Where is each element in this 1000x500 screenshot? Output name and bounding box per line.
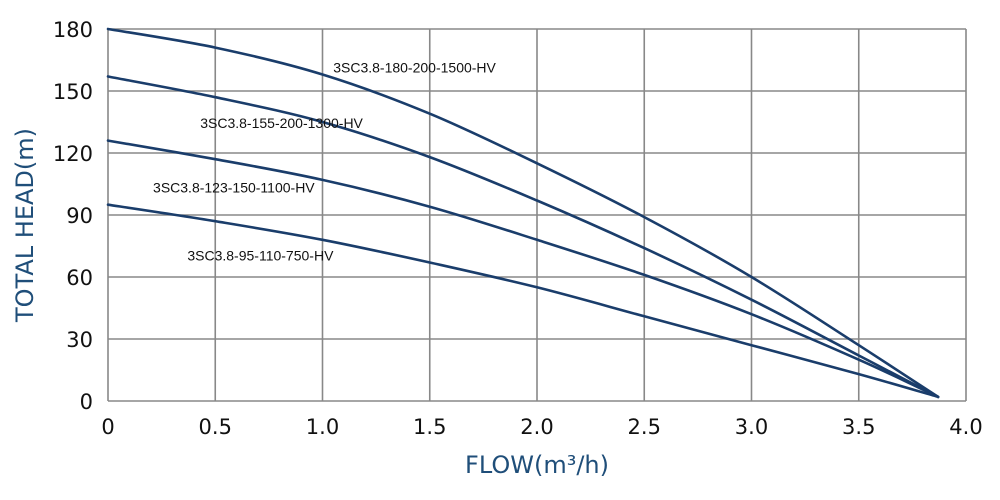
y-axis-label: TOTAL HEAD(m): [11, 128, 39, 323]
x-tick-label: 0.5: [199, 415, 232, 439]
y-tick-label: 30: [66, 328, 93, 352]
x-tick-label: 2.0: [520, 415, 553, 439]
y-tick-labels: 0 30 60 90 120 150 180: [53, 18, 93, 414]
grid: [107, 28, 967, 402]
series-line: [106, 203, 940, 399]
x-tick-label: 3.5: [842, 415, 875, 439]
y-tick-label: 0: [80, 390, 93, 414]
y-tick-label: 90: [66, 204, 93, 228]
curves: [106, 27, 940, 399]
series-line: [106, 139, 940, 399]
y-tick-label: 60: [66, 266, 93, 290]
series-label: 3SC3.8-95-110-750-HV: [187, 247, 334, 263]
x-tick-label: 0: [101, 415, 114, 439]
x-tick-label: 1.5: [413, 415, 446, 439]
series-line: [106, 27, 940, 399]
x-tick-label: 2.5: [628, 415, 661, 439]
x-tick-label: 3.0: [735, 415, 768, 439]
series-label: 3SC3.8-155-200-1300-HV: [200, 115, 363, 131]
x-tick-label: 4.0: [949, 415, 982, 439]
y-tick-label: 120: [53, 142, 93, 166]
x-tick-label: 1.0: [306, 415, 339, 439]
y-tick-label: 180: [53, 18, 93, 42]
x-axis-label: FLOW(m³/h): [465, 451, 609, 479]
y-tick-label: 150: [53, 80, 93, 104]
series-line: [106, 75, 940, 399]
curve-labels: 3SC3.8-180-200-1500-HV 3SC3.8-155-200-130…: [153, 59, 496, 263]
series-label: 3SC3.8-180-200-1500-HV: [333, 59, 496, 75]
series-label: 3SC3.8-123-150-1100-HV: [153, 179, 315, 195]
x-tick-labels: 0 0.5 1.0 1.5 2.0 2.5 3.0 3.5 4.0: [101, 415, 982, 439]
